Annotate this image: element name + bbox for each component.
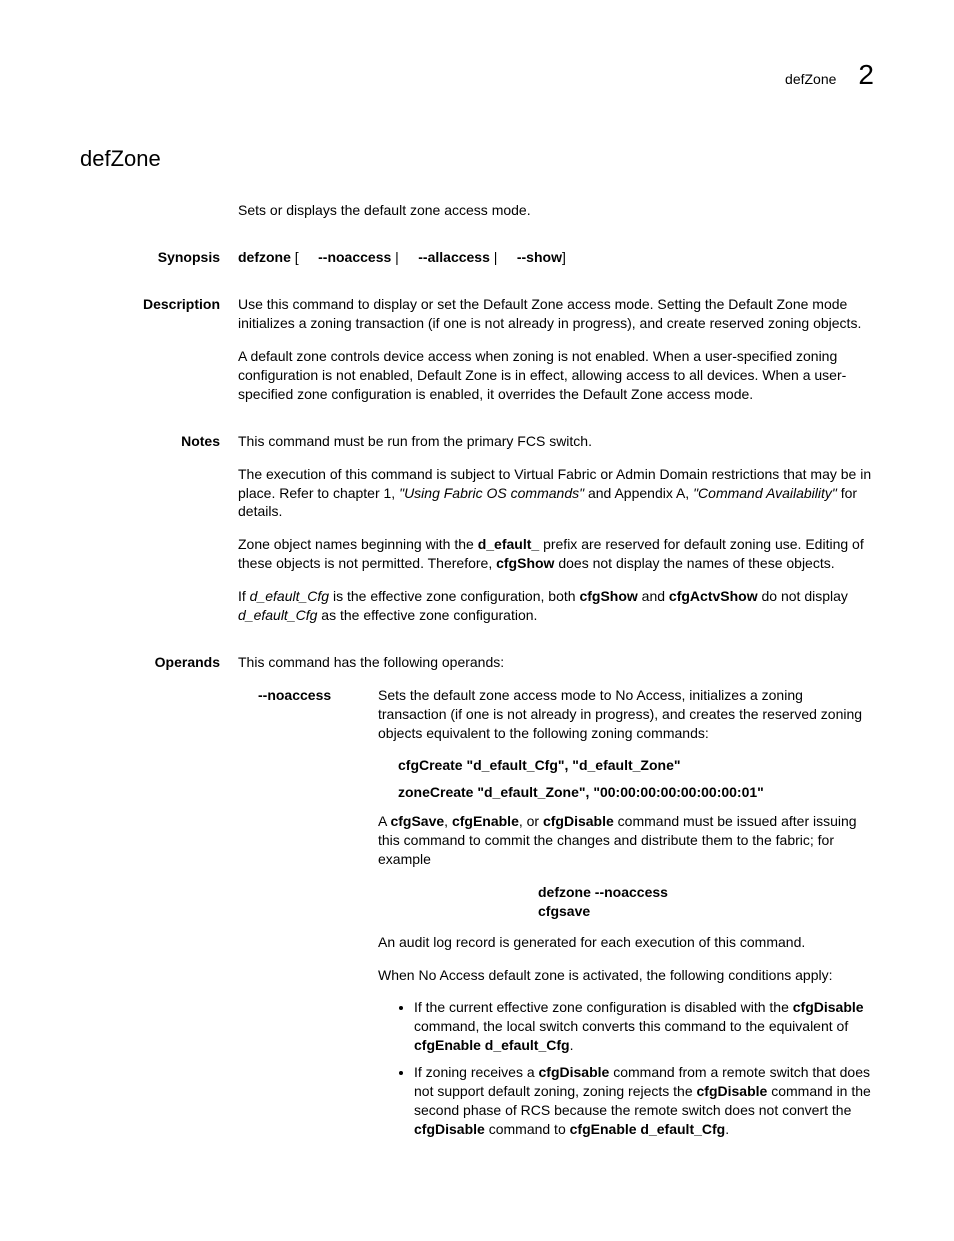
b2h: cfgEnable d_efault_Cfg — [570, 1121, 726, 1137]
operand-noaccess-term: --noaccess — [238, 686, 378, 1147]
synopsis-opt-2: --show — [517, 249, 562, 265]
description-row: Description Use this command to display … — [80, 295, 874, 417]
notes-p4e: and — [638, 588, 669, 604]
page: defZone 2 defZone Sets or displays the d… — [0, 0, 954, 1241]
b2g: command to — [485, 1121, 570, 1137]
page-number: 2 — [858, 56, 874, 94]
b1a: If the current effective zone configurat… — [414, 999, 793, 1015]
b2d: cfgDisable — [697, 1083, 768, 1099]
noaccess-p4: When No Access default zone is activated… — [378, 966, 874, 985]
noaccess-p1: Sets the default zone access mode to No … — [378, 686, 874, 743]
notes-p4d: cfgShow — [579, 588, 637, 604]
notes-p3: Zone object names beginning with the d_e… — [238, 535, 874, 573]
page-header: defZone 2 — [80, 56, 874, 94]
noaccess-p2b: cfgSave — [390, 813, 444, 829]
description-body: Use this command to display or set the D… — [238, 295, 874, 417]
notes-p4b: d_efault_Cfg — [250, 588, 329, 604]
notes-p4: If d_efault_Cfg is the effective zone co… — [238, 587, 874, 625]
operand-noaccess: --noaccess Sets the default zone access … — [238, 686, 874, 1147]
command-title: defZone — [80, 144, 874, 174]
noaccess-p3: An audit log record is generated for eac… — [378, 933, 874, 952]
notes-label: Notes — [80, 432, 238, 639]
operands-body: This command has the following operands:… — [238, 653, 874, 1147]
summary-text: Sets or displays the default zone access… — [238, 201, 874, 234]
noaccess-cmd1: cfgCreate "d_efault_Cfg", "d_efault_Zone… — [398, 756, 874, 775]
synopsis-opt-0: --noaccess — [318, 249, 391, 265]
summary-row: Sets or displays the default zone access… — [80, 201, 874, 234]
notes-p1: This command must be run from the primar… — [238, 432, 874, 451]
noaccess-p2e: , or — [519, 813, 543, 829]
operands-intro: This command has the following operands: — [238, 653, 874, 672]
notes-row: Notes This command must be run from the … — [80, 432, 874, 639]
notes-p3e: does not display the names of these obje… — [554, 555, 834, 571]
notes-p4f: cfgActvShow — [669, 588, 758, 604]
synopsis-row: Synopsis defzone [ --noaccess | --allacc… — [80, 248, 874, 281]
noaccess-bullet-1: If the current effective zone configurat… — [414, 998, 874, 1055]
noaccess-p2a: A — [378, 813, 390, 829]
synopsis-open: [ — [295, 249, 299, 265]
noaccess-p2c: , — [444, 813, 452, 829]
operands-row: Operands This command has the following … — [80, 653, 874, 1147]
synopsis-sep-1: | — [494, 249, 498, 265]
b2b: cfgDisable — [539, 1064, 610, 1080]
notes-p2c: and Appendix A, — [584, 485, 693, 501]
notes-p3d: cfgShow — [496, 555, 554, 571]
notes-p4g: do not display — [758, 588, 848, 604]
synopsis-opt-1: --allaccess — [418, 249, 490, 265]
noaccess-cmd2: zoneCreate "d_efault_Zone", "00:00:00:00… — [398, 783, 874, 802]
synopsis-sep-0: | — [395, 249, 399, 265]
description-p2: A default zone controls device access wh… — [238, 347, 874, 404]
noaccess-example: defzone --noaccess cfgsave — [538, 883, 874, 921]
noaccess-example1: defzone --noaccess — [538, 883, 874, 902]
summary-p: Sets or displays the default zone access… — [238, 201, 874, 220]
synopsis-body: defzone [ --noaccess | --allaccess | --s… — [238, 248, 874, 281]
running-title: defZone — [785, 70, 836, 89]
noaccess-p2f: cfgDisable — [543, 813, 614, 829]
synopsis-close: ] — [562, 249, 566, 265]
b1b: cfgDisable — [793, 999, 864, 1015]
operands-label: Operands — [80, 653, 238, 1147]
notes-p3a: Zone object names beginning with the — [238, 536, 478, 552]
notes-p2: The execution of this command is subject… — [238, 465, 874, 522]
b2i: . — [725, 1121, 729, 1137]
synopsis-line: defzone [ --noaccess | --allaccess | --s… — [238, 248, 874, 267]
noaccess-bullets: If the current effective zone configurat… — [378, 998, 874, 1138]
noaccess-p2d: cfgEnable — [452, 813, 519, 829]
notes-p4c: is the effective zone configuration, bot… — [329, 588, 579, 604]
synopsis-label: Synopsis — [80, 248, 238, 281]
notes-p4a: If — [238, 588, 250, 604]
synopsis-cmd: defzone — [238, 249, 291, 265]
b2f: cfgDisable — [414, 1121, 485, 1137]
operand-noaccess-def: Sets the default zone access mode to No … — [378, 686, 874, 1147]
notes-p4h: d_efault_Cfg — [238, 607, 317, 623]
noaccess-cmds: cfgCreate "d_efault_Cfg", "d_efault_Zone… — [398, 756, 874, 802]
description-p1: Use this command to display or set the D… — [238, 295, 874, 333]
notes-p2d: "Command Availability" — [693, 485, 837, 501]
notes-body: This command must be run from the primar… — [238, 432, 874, 639]
b1d: cfgEnable d_efault_Cfg — [414, 1037, 570, 1053]
noaccess-bullet-2: If zoning receives a cfgDisable command … — [414, 1063, 874, 1139]
notes-p2b: "Using Fabric OS commands" — [399, 485, 584, 501]
label-empty — [80, 201, 238, 234]
noaccess-p2: A cfgSave, cfgEnable, or cfgDisable comm… — [378, 812, 874, 869]
notes-p3b: d_efault_ — [478, 536, 539, 552]
b2a: If zoning receives a — [414, 1064, 539, 1080]
b1c: command, the local switch converts this … — [414, 1018, 848, 1034]
notes-p4i: as the effective zone configuration. — [317, 607, 537, 623]
noaccess-example2: cfgsave — [538, 902, 874, 921]
b1e: . — [570, 1037, 574, 1053]
description-label: Description — [80, 295, 238, 417]
